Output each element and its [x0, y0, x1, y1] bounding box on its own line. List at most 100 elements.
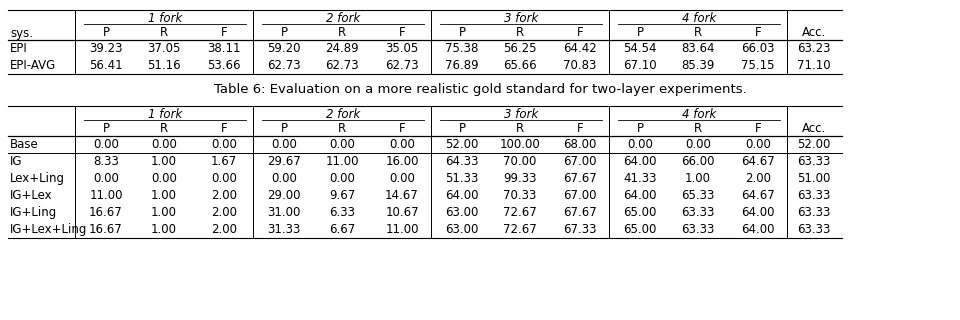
Text: 52.00: 52.00: [798, 138, 830, 151]
Text: 65.00: 65.00: [623, 206, 657, 219]
Text: Lex+Ling: Lex+Ling: [10, 172, 65, 185]
Text: 2 fork: 2 fork: [325, 12, 360, 25]
Text: 75.38: 75.38: [445, 42, 479, 55]
Text: 37.05: 37.05: [147, 42, 180, 55]
Text: R: R: [516, 27, 524, 39]
Text: 16.67: 16.67: [89, 223, 123, 236]
Text: Table 6: Evaluation on a more realistic gold standard for two-layer experiments.: Table 6: Evaluation on a more realistic …: [214, 84, 746, 97]
Text: 0.00: 0.00: [389, 138, 415, 151]
Text: 11.00: 11.00: [385, 223, 419, 236]
Text: 6.67: 6.67: [329, 223, 355, 236]
Text: 51.00: 51.00: [798, 172, 830, 185]
Text: EPI-AVG: EPI-AVG: [10, 59, 57, 72]
Text: 31.33: 31.33: [267, 223, 300, 236]
Text: 0.00: 0.00: [151, 172, 177, 185]
Text: 63.00: 63.00: [445, 206, 479, 219]
Text: P: P: [280, 123, 287, 135]
Text: 1.00: 1.00: [151, 155, 177, 168]
Text: 63.23: 63.23: [797, 42, 830, 55]
Text: R: R: [338, 123, 346, 135]
Text: 64.00: 64.00: [623, 155, 657, 168]
Text: 67.00: 67.00: [564, 155, 597, 168]
Text: P: P: [280, 27, 287, 39]
Text: 51.16: 51.16: [147, 59, 180, 72]
Text: 1.00: 1.00: [151, 206, 177, 219]
Text: 51.33: 51.33: [445, 172, 479, 185]
Text: 64.00: 64.00: [623, 189, 657, 202]
Text: 0.00: 0.00: [271, 138, 297, 151]
Text: 2.00: 2.00: [211, 206, 237, 219]
Text: 70.00: 70.00: [503, 155, 537, 168]
Text: IG: IG: [10, 155, 22, 168]
Text: 29.00: 29.00: [267, 189, 300, 202]
Text: F: F: [577, 27, 584, 39]
Text: 63.33: 63.33: [798, 189, 830, 202]
Text: F: F: [755, 123, 761, 135]
Text: 0.00: 0.00: [271, 172, 297, 185]
Text: 70.83: 70.83: [564, 59, 597, 72]
Text: 31.00: 31.00: [267, 206, 300, 219]
Text: R: R: [516, 123, 524, 135]
Text: 83.64: 83.64: [682, 42, 715, 55]
Text: 0.00: 0.00: [389, 172, 415, 185]
Text: 1.67: 1.67: [211, 155, 237, 168]
Text: P: P: [103, 123, 109, 135]
Text: 3 fork: 3 fork: [504, 12, 539, 25]
Text: R: R: [694, 123, 702, 135]
Text: 6.33: 6.33: [329, 206, 355, 219]
Text: 11.00: 11.00: [89, 189, 123, 202]
Text: 39.23: 39.23: [89, 42, 123, 55]
Text: 66.00: 66.00: [682, 155, 715, 168]
Text: 65.00: 65.00: [623, 223, 657, 236]
Text: P: P: [459, 123, 466, 135]
Text: 63.33: 63.33: [798, 155, 830, 168]
Text: P: P: [459, 27, 466, 39]
Text: IG+Lex+Ling: IG+Lex+Ling: [10, 223, 87, 236]
Text: 53.66: 53.66: [207, 59, 241, 72]
Text: 24.89: 24.89: [325, 42, 359, 55]
Text: 71.10: 71.10: [797, 59, 830, 72]
Text: 63.00: 63.00: [445, 223, 479, 236]
Text: 54.54: 54.54: [623, 42, 657, 55]
Text: R: R: [338, 27, 346, 39]
Text: 64.67: 64.67: [741, 155, 775, 168]
Text: 1 fork: 1 fork: [148, 12, 182, 25]
Text: sys.: sys.: [10, 27, 33, 39]
Text: IG+Lex: IG+Lex: [10, 189, 53, 202]
Text: 14.67: 14.67: [385, 189, 419, 202]
Text: 11.00: 11.00: [325, 155, 359, 168]
Text: 2.00: 2.00: [211, 223, 237, 236]
Text: EPI: EPI: [10, 42, 28, 55]
Text: 75.15: 75.15: [741, 59, 775, 72]
Text: 1.00: 1.00: [151, 189, 177, 202]
Text: 99.33: 99.33: [503, 172, 537, 185]
Text: 72.67: 72.67: [503, 206, 537, 219]
Text: 85.39: 85.39: [682, 59, 714, 72]
Text: 3 fork: 3 fork: [504, 108, 539, 121]
Text: Acc.: Acc.: [802, 27, 827, 39]
Text: F: F: [221, 123, 228, 135]
Text: 59.20: 59.20: [267, 42, 300, 55]
Text: 70.33: 70.33: [503, 189, 537, 202]
Text: 35.05: 35.05: [385, 42, 419, 55]
Text: F: F: [398, 123, 405, 135]
Text: 64.00: 64.00: [445, 189, 479, 202]
Text: 64.00: 64.00: [741, 206, 775, 219]
Text: 0.00: 0.00: [329, 138, 355, 151]
Text: F: F: [755, 27, 761, 39]
Text: 63.33: 63.33: [682, 223, 714, 236]
Text: 65.33: 65.33: [682, 189, 714, 202]
Text: 56.25: 56.25: [503, 42, 537, 55]
Text: Acc.: Acc.: [802, 123, 827, 135]
Text: F: F: [221, 27, 228, 39]
Text: R: R: [694, 27, 702, 39]
Text: 0.00: 0.00: [627, 138, 653, 151]
Text: 2.00: 2.00: [211, 189, 237, 202]
Text: 2 fork: 2 fork: [325, 108, 360, 121]
Text: 62.73: 62.73: [385, 59, 419, 72]
Text: 64.33: 64.33: [445, 155, 479, 168]
Text: 1.00: 1.00: [685, 172, 711, 185]
Text: 62.73: 62.73: [267, 59, 300, 72]
Text: 4 fork: 4 fork: [682, 12, 716, 25]
Text: 0.00: 0.00: [329, 172, 355, 185]
